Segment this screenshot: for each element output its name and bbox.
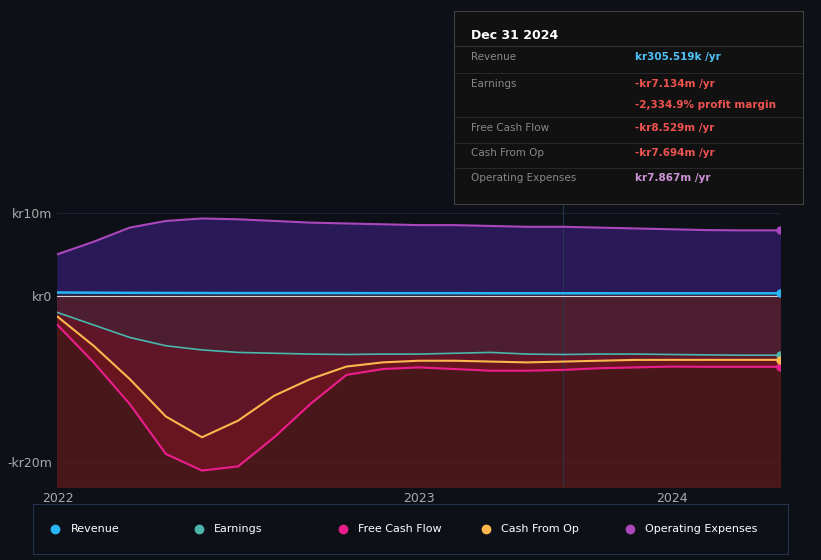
Text: Free Cash Flow: Free Cash Flow [471,123,549,133]
Text: Cash From Op: Cash From Op [471,148,544,158]
Text: Earnings: Earnings [471,79,517,89]
Text: -kr8.529m /yr: -kr8.529m /yr [635,123,715,133]
Text: Earnings: Earnings [214,524,263,534]
Text: -2,334.9% profit margin: -2,334.9% profit margin [635,100,777,110]
Text: Revenue: Revenue [471,52,516,62]
Text: kr305.519k /yr: kr305.519k /yr [635,52,721,62]
Text: kr7.867m /yr: kr7.867m /yr [635,174,711,184]
Text: -kr7.134m /yr: -kr7.134m /yr [635,79,715,89]
Text: -kr7.694m /yr: -kr7.694m /yr [635,148,715,158]
Text: Operating Expenses: Operating Expenses [644,524,757,534]
Text: Cash From Op: Cash From Op [501,524,579,534]
Text: Revenue: Revenue [71,524,119,534]
Text: Dec 31 2024: Dec 31 2024 [471,29,559,41]
Text: Free Cash Flow: Free Cash Flow [358,524,441,534]
Text: Operating Expenses: Operating Expenses [471,174,576,184]
